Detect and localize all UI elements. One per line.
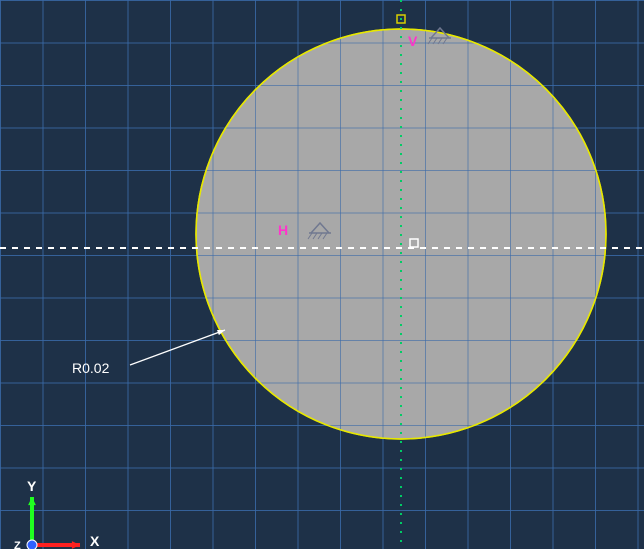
ucs-x-label: X bbox=[90, 533, 99, 549]
sketch-viewport[interactable] bbox=[0, 0, 644, 549]
ucs-z-label: Z bbox=[14, 540, 21, 549]
ucs-origin bbox=[27, 540, 37, 549]
ucs-y-label: Y bbox=[27, 478, 36, 494]
